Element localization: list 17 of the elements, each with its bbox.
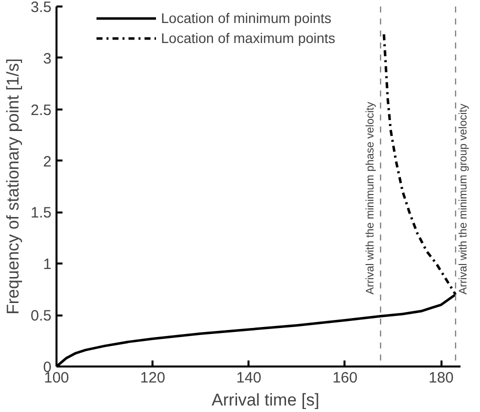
ref-line-label: Arrival with the minimum phase velocity <box>364 101 377 294</box>
x-tick-label: 160 <box>332 370 358 386</box>
legend-label: Location of minimum points <box>161 10 332 26</box>
x-tick-label: 120 <box>140 370 166 386</box>
y-tick-label: 2 <box>43 153 52 170</box>
y-tick-label: 1.5 <box>30 204 52 222</box>
y-tick-label: 3.5 <box>30 0 52 16</box>
y-axis-title: Frequency of stationary point [1/s] <box>4 58 23 315</box>
legend-label: Location of maximum points <box>161 30 336 46</box>
x-tick-label: 140 <box>236 370 262 386</box>
x-axis-title: Arrival time [s] <box>212 390 320 410</box>
x-tick-label: 180 <box>428 370 454 386</box>
ref-line-label: Arrival with the minimum group velocity <box>458 103 470 294</box>
y-tick-label: 2.5 <box>30 102 52 119</box>
y-tick-label: 0.5 <box>30 308 52 325</box>
y-tick-label: 3 <box>43 50 52 68</box>
y-tick-label: 1 <box>43 256 52 274</box>
